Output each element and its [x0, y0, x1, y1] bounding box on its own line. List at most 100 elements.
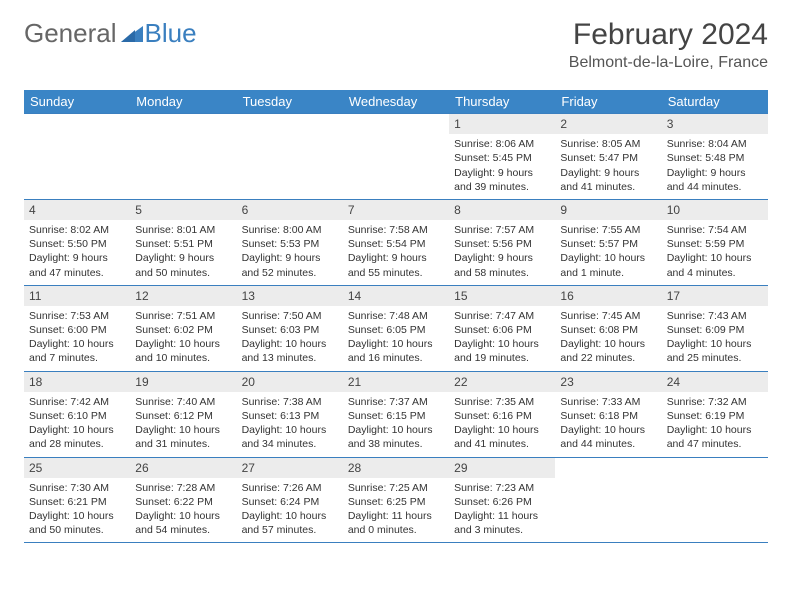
day-header: Friday — [555, 90, 661, 113]
calendar-week: 11Sunrise: 7:53 AMSunset: 6:00 PMDayligh… — [24, 285, 768, 371]
day-number: 10 — [662, 200, 768, 220]
daylight-text: and 57 minutes. — [242, 523, 338, 537]
daylight-text: and 39 minutes. — [454, 180, 550, 194]
sunset-text: Sunset: 6:26 PM — [454, 495, 550, 509]
title-block: February 2024 Belmont-de-la-Loire, Franc… — [569, 18, 768, 72]
sunrise-text: Sunrise: 8:04 AM — [667, 137, 763, 151]
daylight-text: Daylight: 10 hours — [29, 337, 125, 351]
daylight-text: Daylight: 10 hours — [135, 509, 231, 523]
daylight-text: and 7 minutes. — [29, 351, 125, 365]
day-header: Thursday — [449, 90, 555, 113]
sunrise-text: Sunrise: 7:47 AM — [454, 309, 550, 323]
daylight-text: and 44 minutes. — [560, 437, 656, 451]
calendar-day-empty — [555, 458, 661, 543]
day-number: 25 — [24, 458, 130, 478]
sunset-text: Sunset: 6:16 PM — [454, 409, 550, 423]
sunrise-text: Sunrise: 7:40 AM — [135, 395, 231, 409]
daylight-text: and 47 minutes. — [29, 266, 125, 280]
sunset-text: Sunset: 6:08 PM — [560, 323, 656, 337]
calendar-day: 23Sunrise: 7:33 AMSunset: 6:18 PMDayligh… — [555, 372, 661, 457]
daylight-text: and 54 minutes. — [135, 523, 231, 537]
day-number: 3 — [662, 114, 768, 134]
calendar-day: 16Sunrise: 7:45 AMSunset: 6:08 PMDayligh… — [555, 286, 661, 371]
daylight-text: and 41 minutes. — [454, 437, 550, 451]
sunrise-text: Sunrise: 7:32 AM — [667, 395, 763, 409]
daylight-text: and 55 minutes. — [348, 266, 444, 280]
day-number: 18 — [24, 372, 130, 392]
daylight-text: and 50 minutes. — [135, 266, 231, 280]
day-number: 6 — [237, 200, 343, 220]
calendar-day-empty — [130, 114, 236, 199]
sunset-text: Sunset: 6:00 PM — [29, 323, 125, 337]
calendar-day: 17Sunrise: 7:43 AMSunset: 6:09 PMDayligh… — [662, 286, 768, 371]
sunset-text: Sunset: 5:45 PM — [454, 151, 550, 165]
daylight-text: and 13 minutes. — [242, 351, 338, 365]
sunrise-text: Sunrise: 7:33 AM — [560, 395, 656, 409]
daylight-text: Daylight: 10 hours — [560, 251, 656, 265]
sunset-text: Sunset: 5:54 PM — [348, 237, 444, 251]
day-number: 9 — [555, 200, 661, 220]
day-number: 14 — [343, 286, 449, 306]
day-number: 21 — [343, 372, 449, 392]
daylight-text: Daylight: 10 hours — [667, 251, 763, 265]
sunrise-text: Sunrise: 7:28 AM — [135, 481, 231, 495]
sunrise-text: Sunrise: 8:05 AM — [560, 137, 656, 151]
day-number: 26 — [130, 458, 236, 478]
daylight-text: Daylight: 10 hours — [242, 337, 338, 351]
daylight-text: and 50 minutes. — [29, 523, 125, 537]
sunrise-text: Sunrise: 7:30 AM — [29, 481, 125, 495]
sunset-text: Sunset: 6:24 PM — [242, 495, 338, 509]
calendar-day: 22Sunrise: 7:35 AMSunset: 6:16 PMDayligh… — [449, 372, 555, 457]
daylight-text: Daylight: 9 hours — [242, 251, 338, 265]
calendar-day: 5Sunrise: 8:01 AMSunset: 5:51 PMDaylight… — [130, 200, 236, 285]
calendar-day: 10Sunrise: 7:54 AMSunset: 5:59 PMDayligh… — [662, 200, 768, 285]
sunset-text: Sunset: 6:22 PM — [135, 495, 231, 509]
daylight-text: and 38 minutes. — [348, 437, 444, 451]
sunset-text: Sunset: 5:51 PM — [135, 237, 231, 251]
sunrise-text: Sunrise: 7:38 AM — [242, 395, 338, 409]
daylight-text: and 34 minutes. — [242, 437, 338, 451]
calendar-day: 4Sunrise: 8:02 AMSunset: 5:50 PMDaylight… — [24, 200, 130, 285]
day-number: 8 — [449, 200, 555, 220]
daylight-text: and 10 minutes. — [135, 351, 231, 365]
calendar-day: 9Sunrise: 7:55 AMSunset: 5:57 PMDaylight… — [555, 200, 661, 285]
sunset-text: Sunset: 6:02 PM — [135, 323, 231, 337]
daylight-text: Daylight: 11 hours — [454, 509, 550, 523]
day-number: 16 — [555, 286, 661, 306]
calendar-day: 1Sunrise: 8:06 AMSunset: 5:45 PMDaylight… — [449, 114, 555, 199]
sunset-text: Sunset: 6:15 PM — [348, 409, 444, 423]
day-number: 2 — [555, 114, 661, 134]
day-number: 23 — [555, 372, 661, 392]
day-header: Saturday — [662, 90, 768, 113]
day-header: Sunday — [24, 90, 130, 113]
day-number: 24 — [662, 372, 768, 392]
sunrise-text: Sunrise: 7:57 AM — [454, 223, 550, 237]
calendar-day: 18Sunrise: 7:42 AMSunset: 6:10 PMDayligh… — [24, 372, 130, 457]
sunset-text: Sunset: 6:12 PM — [135, 409, 231, 423]
sunrise-text: Sunrise: 7:51 AM — [135, 309, 231, 323]
day-number: 15 — [449, 286, 555, 306]
day-number: 19 — [130, 372, 236, 392]
daylight-text: and 4 minutes. — [667, 266, 763, 280]
calendar-day: 14Sunrise: 7:48 AMSunset: 6:05 PMDayligh… — [343, 286, 449, 371]
sunrise-text: Sunrise: 7:58 AM — [348, 223, 444, 237]
calendar-day: 13Sunrise: 7:50 AMSunset: 6:03 PMDayligh… — [237, 286, 343, 371]
calendar-day: 8Sunrise: 7:57 AMSunset: 5:56 PMDaylight… — [449, 200, 555, 285]
daylight-text: Daylight: 9 hours — [560, 166, 656, 180]
calendar: Sunday Monday Tuesday Wednesday Thursday… — [24, 90, 768, 543]
calendar-day-empty — [24, 114, 130, 199]
daylight-text: Daylight: 10 hours — [560, 337, 656, 351]
sunset-text: Sunset: 6:18 PM — [560, 409, 656, 423]
calendar-day: 15Sunrise: 7:47 AMSunset: 6:06 PMDayligh… — [449, 286, 555, 371]
sunset-text: Sunset: 6:13 PM — [242, 409, 338, 423]
daylight-text: Daylight: 10 hours — [348, 337, 444, 351]
daylight-text: and 0 minutes. — [348, 523, 444, 537]
daylight-text: and 58 minutes. — [454, 266, 550, 280]
daylight-text: and 22 minutes. — [560, 351, 656, 365]
logo-triangle-icon — [121, 18, 143, 49]
daylight-text: Daylight: 10 hours — [242, 509, 338, 523]
daylight-text: and 41 minutes. — [560, 180, 656, 194]
day-number: 20 — [237, 372, 343, 392]
location-text: Belmont-de-la-Loire, France — [569, 54, 768, 72]
daylight-text: Daylight: 10 hours — [454, 337, 550, 351]
